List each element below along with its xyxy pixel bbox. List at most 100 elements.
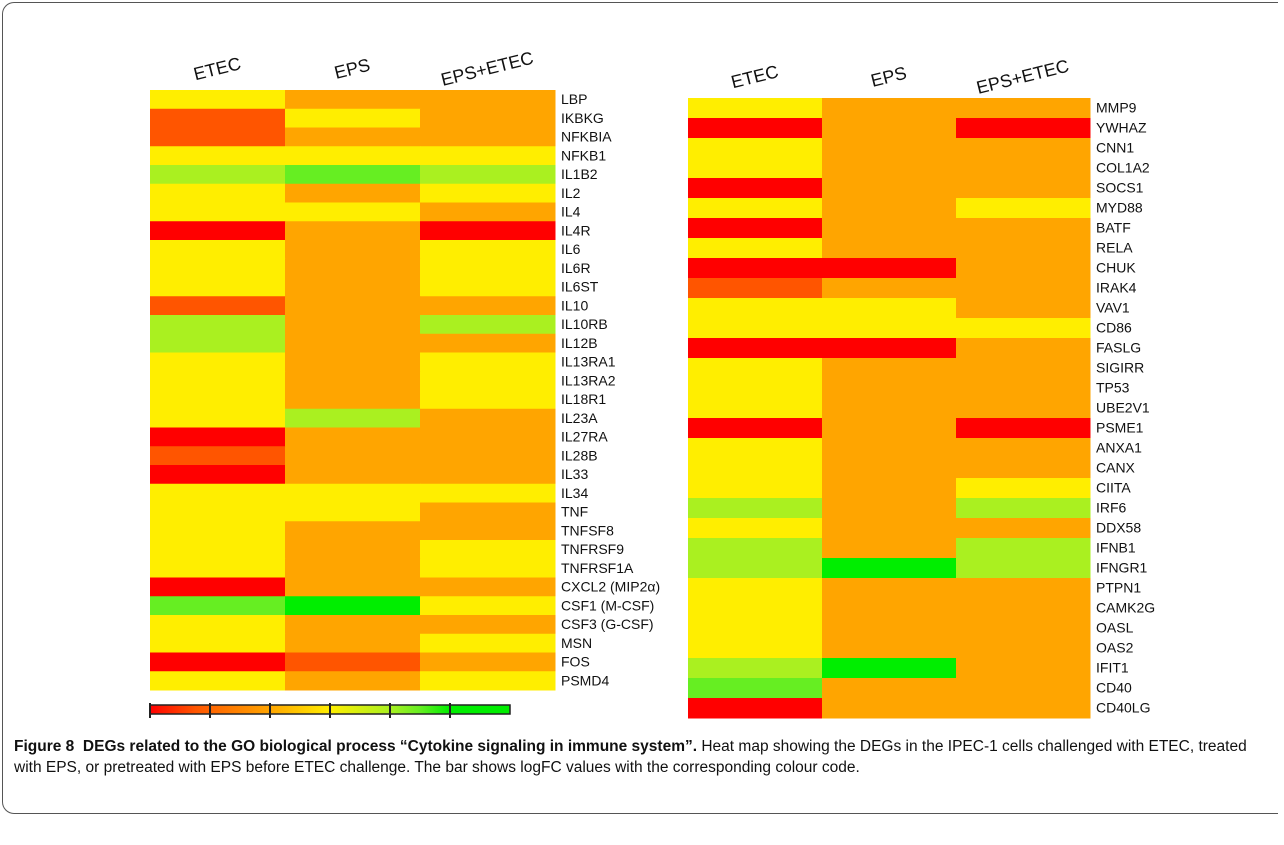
row-label: CAMK2G: [1096, 600, 1155, 616]
row-label: MSN: [561, 635, 592, 651]
heatmap-cell: [150, 633, 286, 653]
colorbar-tick-label: 6: [444, 732, 456, 735]
heatmap-cell: [285, 408, 421, 428]
heatmap-cell: [150, 408, 286, 428]
heatmap-cell: [822, 658, 957, 679]
heatmap-cell: [688, 538, 823, 559]
heatmap-cell: [956, 378, 1091, 399]
heatmap-cell: [150, 296, 286, 316]
figure-frame: [2, 2, 1278, 814]
heatmap-cell: [150, 465, 286, 485]
heatmap-cell: [956, 478, 1091, 499]
heatmap-cell: [688, 638, 823, 659]
column-header: EPS+ETEC: [974, 56, 1071, 98]
row-label: IL10RB: [561, 316, 608, 332]
row-label: IL10: [561, 297, 588, 313]
heatmap-cell: [420, 446, 556, 466]
heatmap-cell: [285, 315, 421, 335]
heatmap-cell: [956, 338, 1091, 359]
heatmap-cell: [420, 615, 556, 635]
row-label: UBE2V1: [1096, 400, 1150, 416]
heatmap-cell: [688, 238, 823, 259]
heatmap-cell: [285, 652, 421, 672]
heatmap-cell: [688, 338, 823, 359]
row-label: IL4: [561, 204, 581, 220]
heatmap-cell: [285, 333, 421, 353]
heatmap-cell: [688, 178, 823, 199]
heatmap-cell: [956, 258, 1091, 279]
heatmap-cell: [420, 240, 556, 260]
heatmap-cell: [150, 558, 286, 578]
heatmap-cell: [688, 98, 823, 119]
column-header: EPS: [869, 63, 909, 91]
colorbar-tick-label: 4: [384, 732, 396, 735]
heatmap-cell: [420, 277, 556, 297]
heatmap-cell: [285, 633, 421, 653]
heatmap-cell: [956, 458, 1091, 479]
row-label: IL34: [561, 485, 588, 501]
heatmap-cell: [822, 498, 957, 519]
heatmap-cell: [822, 598, 957, 619]
heatmap-cell: [285, 371, 421, 391]
heatmap-cell: [285, 108, 421, 128]
heatmap-cell: [688, 478, 823, 499]
heatmap-cell: [150, 352, 286, 372]
row-label: IL27RA: [561, 429, 608, 445]
row-label: IL28B: [561, 447, 598, 463]
heatmap-cell: [150, 521, 286, 541]
heatmap-cell: [420, 127, 556, 147]
heatmap-cell: [285, 183, 421, 203]
heatmap-cell: [420, 390, 556, 410]
heatmap-cell: [150, 183, 286, 203]
caption-title: DEGs related to the GO biological proces…: [82, 738, 698, 755]
heatmap-cell: [688, 318, 823, 339]
heatmap-cell: [285, 221, 421, 241]
heatmap-cell: [956, 538, 1091, 559]
column-header: EPS+ETEC: [439, 48, 536, 90]
heatmap-cell: [420, 558, 556, 578]
heatmap-cell: [822, 398, 957, 419]
row-label: CSF1 (M-CSF): [561, 597, 654, 613]
heatmap-cell: [150, 315, 286, 335]
heatmap-cell: [420, 652, 556, 672]
heatmap-cell: [822, 578, 957, 599]
heatmap-cell: [420, 90, 556, 110]
heatmap-cell: [150, 165, 286, 185]
heatmap-cell: [285, 258, 421, 278]
heatmap-cell: [285, 596, 421, 616]
heatmap-cell: [150, 671, 286, 691]
heatmap-cell: [150, 202, 286, 222]
heatmap-cell: [956, 138, 1091, 159]
heatmap-cell: [956, 418, 1091, 439]
heatmap-cell: [420, 540, 556, 560]
heatmap-cell: [822, 318, 957, 339]
colorbar-tick-label: 2: [324, 732, 336, 735]
heatmap-cell: [285, 90, 421, 110]
heatmap-cell: [420, 352, 556, 372]
heatmap-cell: [956, 118, 1091, 139]
heatmap-cell: [688, 598, 823, 619]
heatmap-cell: [956, 198, 1091, 219]
heatmap-cell: [956, 358, 1091, 379]
row-label: CD40: [1096, 680, 1132, 696]
heatmap-cell: [956, 698, 1091, 719]
row-label: MYD88: [1096, 200, 1143, 216]
heatmap-cell: [150, 502, 286, 522]
heatmap-cell: [285, 202, 421, 222]
heatmap-cell: [822, 458, 957, 479]
heatmap-cell: [285, 558, 421, 578]
row-label: IL23A: [561, 410, 598, 426]
heatmap-cell: [285, 296, 421, 316]
heatmap-cell: [956, 658, 1091, 679]
heatmap-cell: [150, 540, 286, 560]
heatmap-cell: [822, 338, 957, 359]
heatmap-cell: [150, 108, 286, 128]
heatmap-cell: [285, 521, 421, 541]
heatmap-cell: [285, 446, 421, 466]
heatmap-cell: [822, 518, 957, 539]
heatmap-cell: [688, 658, 823, 679]
heatmap-cell: [956, 158, 1091, 179]
row-label: IFIT1: [1096, 660, 1129, 676]
row-label: IFNB1: [1096, 540, 1136, 556]
row-label: BATF: [1096, 220, 1131, 236]
